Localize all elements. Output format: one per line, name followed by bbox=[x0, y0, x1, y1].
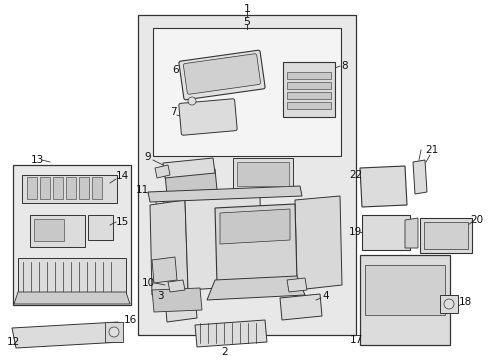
Bar bbox=[27, 177, 37, 199]
Bar bbox=[40, 177, 50, 199]
Polygon shape bbox=[361, 215, 409, 250]
Text: 19: 19 bbox=[347, 227, 361, 237]
Polygon shape bbox=[206, 276, 305, 300]
Bar bbox=[232, 158, 292, 190]
Polygon shape bbox=[12, 322, 122, 348]
Text: 18: 18 bbox=[457, 297, 470, 307]
Polygon shape bbox=[152, 288, 202, 312]
Bar bbox=[283, 62, 334, 117]
Text: 4: 4 bbox=[322, 291, 328, 301]
Text: 12: 12 bbox=[6, 337, 20, 347]
Polygon shape bbox=[14, 292, 130, 304]
Bar bbox=[79, 177, 89, 199]
Polygon shape bbox=[294, 196, 341, 290]
Bar bbox=[423, 222, 467, 249]
Bar bbox=[92, 177, 102, 199]
Bar bbox=[30, 215, 85, 247]
Text: 21: 21 bbox=[425, 145, 438, 155]
Polygon shape bbox=[148, 186, 302, 202]
Text: 1: 1 bbox=[243, 4, 250, 14]
Bar bbox=[53, 177, 63, 199]
Polygon shape bbox=[195, 320, 266, 347]
FancyBboxPatch shape bbox=[179, 99, 237, 135]
Bar bbox=[22, 175, 117, 203]
Bar bbox=[13, 165, 131, 305]
Text: 22: 22 bbox=[348, 170, 362, 180]
Polygon shape bbox=[412, 160, 426, 194]
Polygon shape bbox=[280, 294, 321, 320]
Bar bbox=[286, 72, 330, 79]
Text: 11: 11 bbox=[135, 185, 148, 195]
Bar bbox=[105, 322, 123, 342]
Polygon shape bbox=[164, 169, 217, 195]
Polygon shape bbox=[18, 258, 126, 296]
Polygon shape bbox=[150, 200, 187, 295]
Bar bbox=[153, 28, 340, 156]
Text: 6: 6 bbox=[172, 65, 179, 75]
Polygon shape bbox=[359, 166, 406, 207]
Text: 3: 3 bbox=[156, 291, 163, 301]
FancyBboxPatch shape bbox=[183, 54, 260, 94]
Bar bbox=[439, 295, 457, 313]
Polygon shape bbox=[215, 204, 296, 284]
Polygon shape bbox=[163, 158, 215, 178]
Circle shape bbox=[187, 97, 196, 105]
Polygon shape bbox=[404, 218, 417, 248]
Bar bbox=[88, 215, 113, 240]
Text: 13: 13 bbox=[30, 155, 43, 165]
Text: 8: 8 bbox=[341, 61, 347, 71]
Bar bbox=[237, 162, 288, 186]
FancyBboxPatch shape bbox=[179, 50, 264, 100]
Bar bbox=[364, 265, 444, 315]
Circle shape bbox=[443, 299, 453, 309]
Text: 14: 14 bbox=[115, 171, 128, 181]
Bar bbox=[286, 92, 330, 99]
Polygon shape bbox=[164, 294, 197, 322]
Polygon shape bbox=[220, 209, 289, 244]
Polygon shape bbox=[168, 280, 184, 292]
Text: 5: 5 bbox=[243, 17, 250, 27]
Polygon shape bbox=[359, 255, 449, 345]
Bar bbox=[66, 177, 76, 199]
Bar bbox=[34, 219, 64, 241]
Text: 7: 7 bbox=[169, 107, 176, 117]
Bar bbox=[138, 15, 355, 335]
Text: 2: 2 bbox=[221, 347, 228, 357]
Polygon shape bbox=[184, 196, 262, 290]
Polygon shape bbox=[152, 257, 177, 283]
Bar bbox=[419, 218, 471, 253]
Polygon shape bbox=[286, 278, 306, 292]
Text: 20: 20 bbox=[469, 215, 483, 225]
Text: 16: 16 bbox=[123, 315, 136, 325]
Bar bbox=[286, 82, 330, 89]
Text: 17: 17 bbox=[348, 335, 362, 345]
Text: 9: 9 bbox=[144, 152, 151, 162]
Text: 15: 15 bbox=[115, 217, 128, 227]
Bar bbox=[286, 102, 330, 109]
Text: 10: 10 bbox=[141, 278, 154, 288]
Circle shape bbox=[109, 327, 119, 337]
Polygon shape bbox=[155, 165, 170, 178]
